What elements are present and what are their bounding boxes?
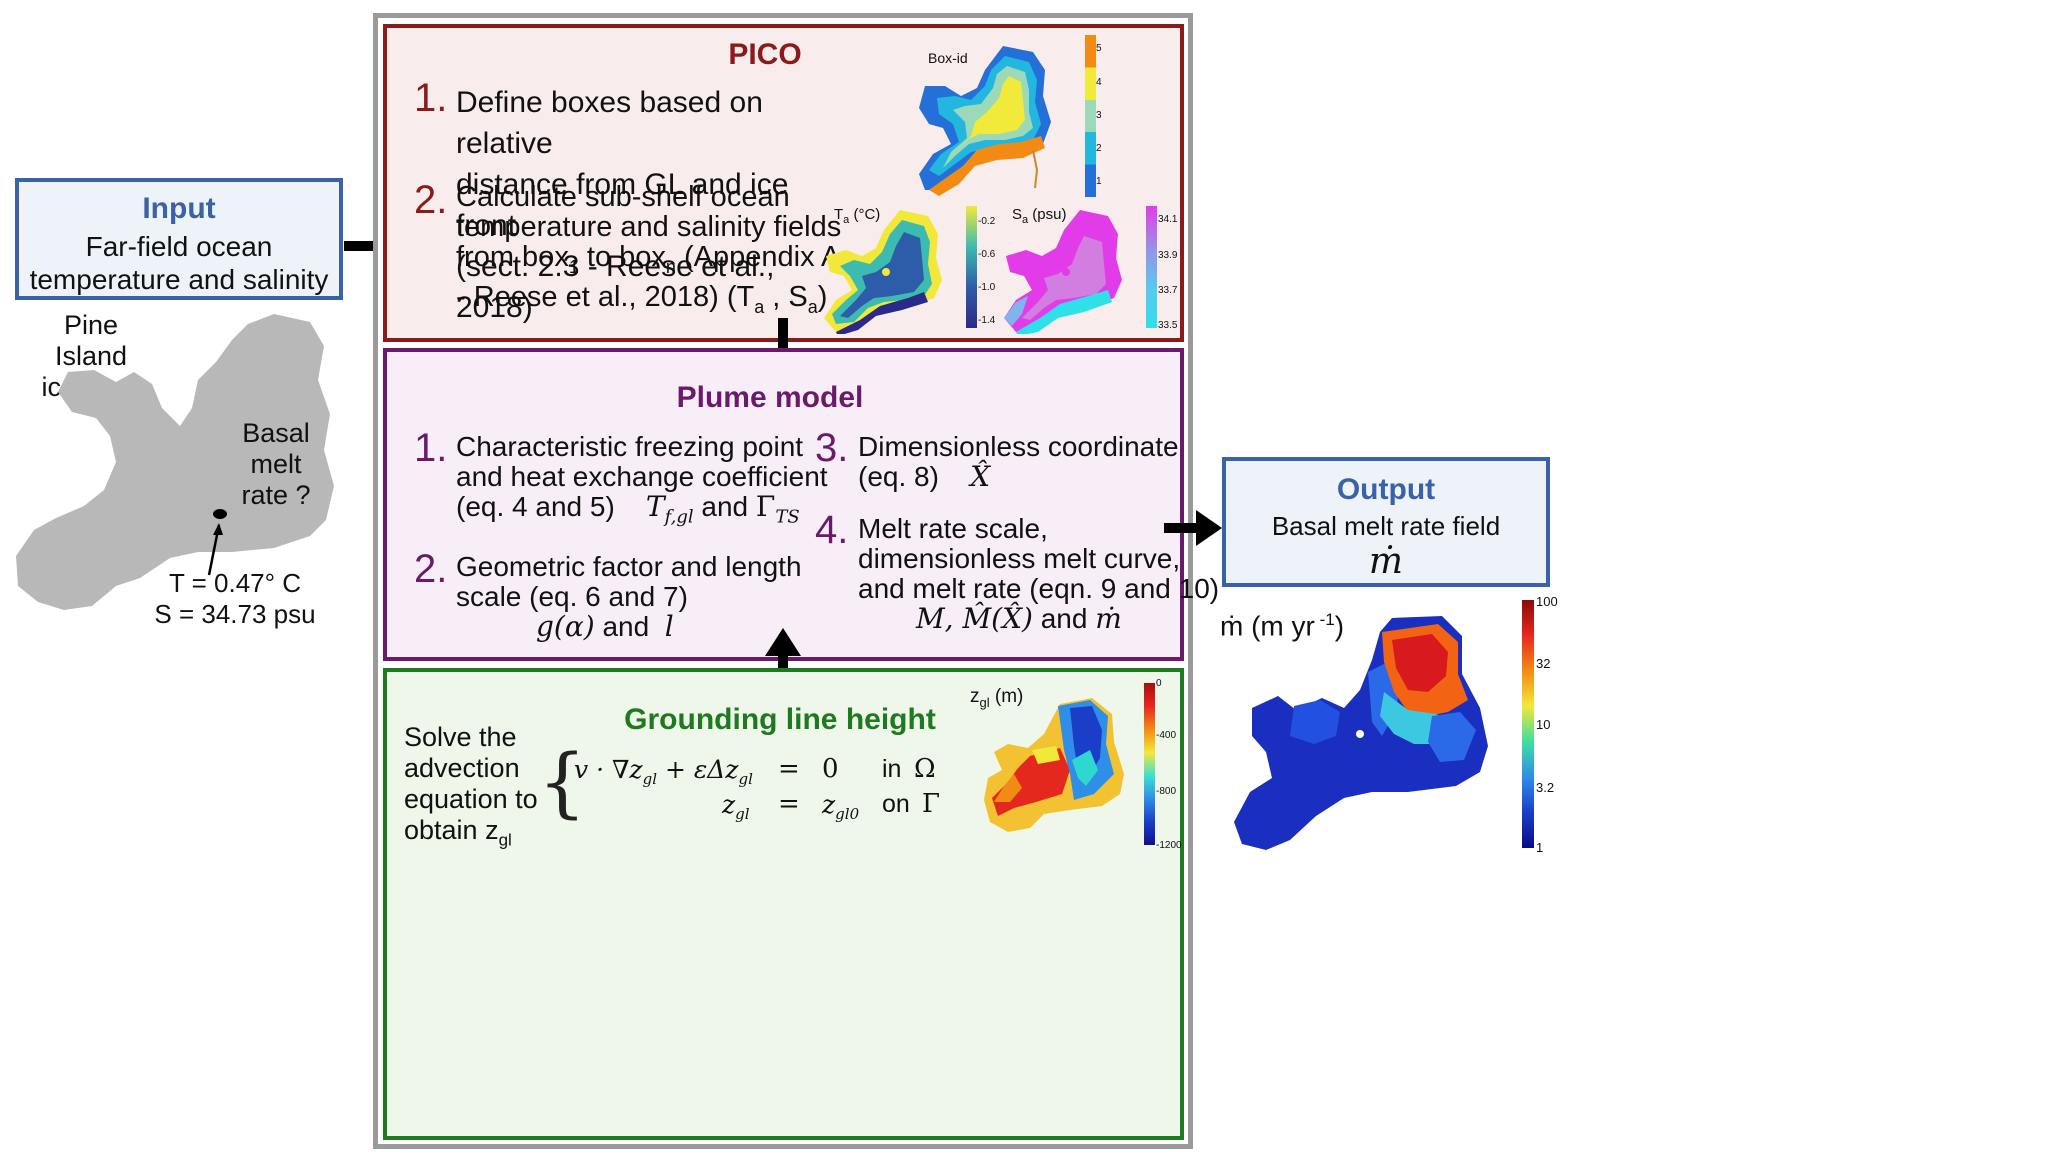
grounding-solve-text: Solve the advection equation to obtain z… (404, 722, 538, 850)
plume-step4-text: Melt rate scale, dimensionless melt curv… (858, 513, 1220, 635)
zgl-map (984, 698, 1124, 832)
plume-step3-text: Dimensionless coordinate (eq. 8) X̂ (858, 431, 1179, 493)
output-title: Output (1336, 473, 1436, 506)
zgl-tick: -1200 (1156, 840, 1182, 851)
plume-step3-number: 3. (815, 426, 849, 470)
boxid-tick: 3 (1096, 110, 1102, 121)
ta-colorbar (966, 206, 977, 328)
grounding-line-title: Grounding line height (624, 703, 936, 736)
zgl-label: zgl (m) (970, 686, 1024, 710)
pico-title: PICO (728, 38, 802, 71)
plume-step2-number: 2. (414, 547, 448, 591)
plume-step4-number: 4. (815, 508, 849, 552)
melt-rate-tick: 1 (1536, 840, 1544, 855)
output-symbol: ṁ (1368, 541, 1404, 582)
plume-step2-text: Geometric factor and length scale (eq. 6… (456, 551, 802, 643)
pico-step1-text: Define boxes based on relative distance … (456, 86, 789, 324)
location-marker-icon (207, 509, 227, 576)
input-line2: temperature and salinity (29, 264, 329, 295)
sa-tick: 33.9 (1158, 250, 1178, 261)
melt-rate-tick: 3.2 (1536, 780, 1555, 795)
sa-colorbar (1146, 206, 1157, 328)
pine-island-map (16, 314, 334, 610)
ta-label: Ta (°C) (834, 206, 881, 226)
melt-rate-tick: 10 (1536, 717, 1551, 732)
equation-eq2-domain: Γ (922, 789, 941, 819)
ta-tick: -0.2 (978, 216, 996, 227)
plume-box (383, 348, 1184, 661)
zgl-tick: -400 (1156, 730, 1177, 741)
equation-eq2-equals: = (778, 789, 800, 819)
sa-label: Sa (psu) (1012, 206, 1067, 226)
melt-rate-colorbar (1522, 600, 1534, 848)
boxid-map (919, 46, 1051, 196)
ta-tick: -0.6 (978, 249, 996, 260)
plume-step1-text: Characteristic freezing point and heat e… (456, 431, 828, 528)
output-box: Output Basal melt rate field ṁ (1222, 457, 1550, 587)
melt-rate-label: ṁ (m yr -1) (1220, 610, 1345, 642)
zgl-colorbar (1144, 683, 1155, 845)
equation-brace: { (538, 737, 587, 826)
pico-step1-number: 1. (414, 76, 448, 120)
sa-tick: 33.7 (1158, 285, 1178, 296)
melt-rate-map (1234, 616, 1488, 850)
input-box: Input Far-field ocean temperature and sa… (15, 178, 343, 300)
boxid-tick: 2 (1096, 143, 1102, 154)
input-line1: Far-field ocean (85, 231, 273, 262)
input-title: Input (142, 192, 216, 225)
equation-line1: v · ∇zgl + εΔzgl (574, 755, 753, 788)
equation-eq1-equals: = (778, 754, 800, 784)
ta-map (824, 210, 942, 334)
pico-step2-number: 2. (414, 178, 448, 222)
boxid-label: Box-id (928, 50, 968, 66)
right-arrow-icon (1164, 510, 1222, 546)
far-field-values: T = 0.47° C S = 34.73 psu (154, 568, 316, 629)
equation-eq2-rhs: zgl0 (822, 790, 860, 823)
basal-melt-question: Basal melt rate ? (241, 418, 311, 510)
melt-rate-tick: 100 (1536, 594, 1558, 609)
equation-eq1-domain: Ω (914, 754, 936, 784)
boxid-colorbar (1085, 35, 1096, 197)
zgl-tick: 0 (1156, 678, 1162, 689)
output-line1: Basal melt rate field (1271, 511, 1501, 541)
plume-step1-number: 1. (414, 426, 448, 470)
melt-rate-tick: 32 (1536, 656, 1551, 671)
boxid-tick: 1 (1096, 176, 1102, 187)
equation-eq1-in: in (882, 755, 902, 783)
equation-eq2-on: on (882, 790, 910, 818)
sa-tick: 34.1 (1158, 214, 1178, 225)
zgl-tick: -800 (1156, 786, 1177, 797)
ta-tick: -1.4 (978, 315, 996, 326)
boxid-tick: 5 (1096, 43, 1102, 54)
boxid-tick: 4 (1096, 77, 1102, 88)
equation-eq1-rhs: 0 (822, 754, 839, 784)
sa-map (1004, 210, 1122, 334)
equation-line2-lhs: zgl (722, 790, 750, 823)
ta-tick: -1.0 (978, 282, 996, 293)
pico-step2-text: Calculate sub-shelf ocean temperature an… (456, 181, 842, 317)
plume-title: Plume model (676, 381, 864, 414)
sa-tick: 33.5 (1158, 320, 1178, 331)
